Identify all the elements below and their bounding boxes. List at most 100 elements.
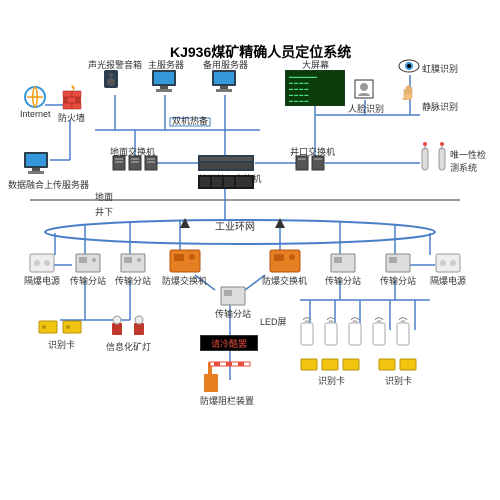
face-icon — [353, 78, 375, 100]
computer-icon — [148, 68, 180, 94]
id-card-1-node — [38, 320, 82, 334]
reader-icon — [394, 315, 412, 349]
exp-switch-2-node: 防爆交换机 — [262, 248, 307, 287]
iris-rec-node — [398, 58, 420, 74]
main-server-label: 主服务器 — [148, 58, 184, 71]
barrier-icon — [200, 360, 254, 394]
exp-power-right-label: 隔爆电源 — [430, 274, 466, 287]
diagram-canvas: KJ936煤矿精确人员定位系统 地面 井下 工业环网 Internet 防火墙 … — [0, 0, 500, 500]
svg-text:▬ ▬ ▬ ▬: ▬ ▬ ▬ ▬ — [289, 92, 308, 97]
lamp-icon — [130, 315, 148, 337]
core-switch-node — [198, 155, 254, 171]
computer-icon — [208, 68, 240, 94]
power-box-icon — [434, 252, 462, 274]
svg-text:▬ ▬ ▬ ▬: ▬ ▬ ▬ ▬ — [289, 80, 308, 85]
mining-lamp-label: 信息化矿灯 — [106, 340, 151, 353]
data-fusion-node — [20, 150, 52, 176]
power-box-icon — [28, 252, 56, 274]
antenna-icon — [435, 140, 449, 172]
substation-icon — [119, 252, 147, 274]
rack-icon — [198, 175, 254, 189]
barrier-label: 防爆阻栏装置 — [200, 394, 254, 407]
card-icon — [378, 358, 396, 371]
hand-icon — [398, 82, 420, 100]
face-rec-label: 人脸识别 — [348, 102, 384, 115]
svg-text:▬ ▬ ▬ ▬: ▬ ▬ ▬ ▬ — [289, 98, 308, 103]
big-screen-label: 大屏幕 — [302, 58, 329, 71]
trans-sub-1-label: 传输分站 — [70, 274, 106, 287]
substation-icon — [384, 252, 412, 274]
trans-sub-3-label: 传输分站 — [325, 274, 361, 287]
internet-node: Internet — [20, 85, 51, 119]
substation-icon — [74, 252, 102, 274]
underground-label: 井下 — [95, 205, 113, 218]
id-card-1-label: 识别卡 — [48, 338, 75, 351]
antenna-icon — [418, 140, 432, 172]
barrier-node: 防爆阻栏装置 — [200, 360, 254, 407]
hot-standby-label: 双机热备 — [172, 114, 208, 127]
reader-array-node — [298, 315, 412, 349]
substation-icon — [219, 285, 247, 307]
ground-switch-label: 地面交换机 — [110, 145, 155, 158]
id-card-2-label: 识别卡 — [318, 374, 345, 387]
id-card-3-node — [378, 358, 417, 371]
trans-sub-4-label: 传输分站 — [380, 274, 416, 287]
ring-label: 工业环网 — [215, 218, 255, 233]
vein-rec-node — [398, 82, 420, 100]
firewall-label: 防火墙 — [58, 111, 85, 124]
computer-icon — [20, 150, 52, 176]
card-icon — [342, 358, 360, 371]
well-switch-label: 井口交换机 — [290, 145, 335, 158]
internet-icon — [23, 85, 47, 109]
unique-detect-label: 唯一性检测系统 — [450, 148, 490, 174]
card-icon — [321, 358, 339, 371]
mining-lamp-node — [108, 315, 148, 337]
lamp-icon — [108, 315, 126, 337]
firewall-icon — [61, 85, 83, 111]
trans-sub-2-node: 传输分站 — [115, 252, 151, 287]
exp-switch-1-node: 防爆交换机 — [162, 248, 207, 287]
exp-switch-1-label: 防爆交换机 — [162, 274, 207, 287]
rack-switch-icon — [198, 155, 254, 171]
surface-label: 地面 — [95, 190, 113, 203]
trans-sub-1-node: 传输分站 — [70, 252, 106, 287]
main-server-node — [148, 68, 180, 94]
reader-icon — [298, 315, 316, 349]
svg-text:▬ ▬ ▬ ▬: ▬ ▬ ▬ ▬ — [289, 86, 308, 91]
connection-lines — [0, 0, 500, 500]
trans-sub-3-node: 传输分站 — [325, 252, 361, 287]
big-screen-node: ▬▬▬▬▬▬▬▬ ▬ ▬ ▬▬ ▬ ▬ ▬▬ ▬ ▬ ▬▬ ▬ ▬ ▬ — [285, 70, 345, 106]
substation-icon — [329, 252, 357, 274]
trans-sub-2-label: 传输分站 — [115, 274, 151, 287]
backup-server-node — [208, 68, 240, 94]
reader-icon — [322, 315, 340, 349]
svg-text:▬▬▬▬▬▬▬: ▬▬▬▬▬▬▬ — [289, 74, 317, 79]
backup-server-label: 备用服务器 — [203, 58, 248, 71]
exp-power-right-node: 隔爆电源 — [430, 252, 466, 287]
gui-rack-node — [198, 175, 254, 189]
card-icon — [38, 320, 58, 334]
led-screen-node: 请冷酷罢 — [200, 335, 258, 351]
iris-rec-label: 虹膜识别 — [422, 62, 458, 75]
big-screen-icon: ▬▬▬▬▬▬▬▬ ▬ ▬ ▬▬ ▬ ▬ ▬▬ ▬ ▬ ▬▬ ▬ ▬ ▬ — [285, 70, 345, 106]
led-display: 请冷酷罢 — [200, 335, 258, 351]
data-fusion-label: 数据融合上传服务器 — [8, 178, 89, 191]
reader-icon — [346, 315, 364, 349]
alarm-speaker-label: 声光报警音箱 — [88, 58, 142, 71]
face-rec-node — [353, 78, 375, 100]
trans-sub-4-node: 传输分站 — [380, 252, 416, 287]
exp-switch-icon — [268, 248, 302, 274]
card-icon — [300, 358, 318, 371]
id-card-2-node — [300, 358, 360, 371]
iris-icon — [398, 58, 420, 74]
exp-power-left-label: 隔爆电源 — [24, 274, 60, 287]
exp-switch-2-label: 防爆交换机 — [262, 274, 307, 287]
trans-sub-mid-node: 传输分站 — [215, 285, 251, 320]
card-icon — [399, 358, 417, 371]
speaker-icon — [100, 68, 122, 90]
trans-sub-mid-label: 传输分站 — [215, 307, 251, 320]
exp-power-left-node: 隔爆电源 — [24, 252, 60, 287]
led-screen-label: LED屏 — [260, 315, 287, 328]
vein-rec-label: 静脉识别 — [422, 100, 458, 113]
exp-switch-icon — [168, 248, 202, 274]
